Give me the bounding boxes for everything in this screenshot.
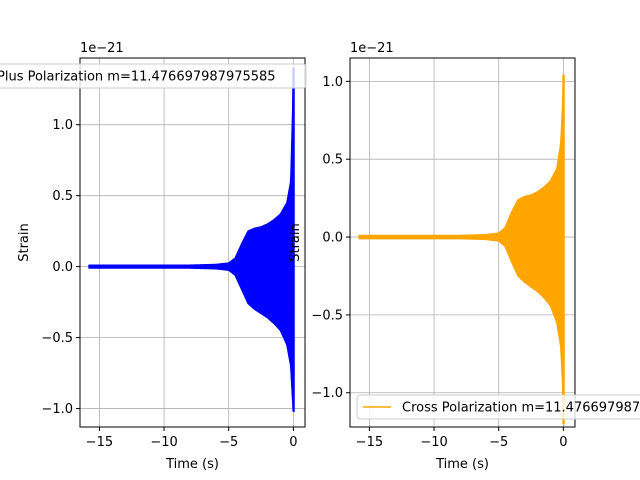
signal-band	[358, 74, 565, 425]
signal-band	[88, 67, 295, 413]
y-tick-label: 1.0	[52, 118, 73, 133]
x-tick-label: −15	[86, 435, 113, 450]
y-axis-label: Strain	[288, 223, 303, 262]
y-tick-label: 0.0	[322, 231, 343, 246]
x-tick-label: −5	[489, 435, 508, 450]
x-tick-label: −15	[356, 435, 383, 450]
axes-frame	[79, 57, 306, 428]
x-tick-label: 0	[559, 435, 567, 450]
y-tick-label: 0.0	[52, 260, 73, 275]
x-tick-label: 0	[289, 435, 297, 450]
x-tick-label: −10	[420, 435, 447, 450]
axes-frame	[349, 57, 576, 428]
plot-cross-polarization: −15 −10 −5 0 −1.0 −0.5 0.0 0.5 1.0 1e−21 Time (s…	[288, 41, 576, 472]
y-tick-label: −0.5	[311, 308, 343, 323]
y-tick-label: 0.5	[52, 189, 73, 204]
y-tick-label: 0.5	[322, 153, 343, 168]
legend-box	[0, 63, 307, 89]
tick-marks: −15 −10 −5 0 −1.0 −0.5 0.0 0.5 1.0	[311, 75, 567, 450]
y-tick-label: −1.0	[311, 386, 343, 401]
y-scale-label: 1e−21	[80, 41, 124, 56]
legend-cross-polarization: Cross Polarization m=11.476697987975585	[356, 394, 640, 420]
y-scale-label: 1e−21	[350, 41, 394, 56]
y-tick-label: −1.0	[41, 402, 73, 417]
y-tick-label: 1.0	[322, 75, 343, 90]
y-axis-label: Strain	[17, 223, 32, 262]
plot-plus-polarization: −15 −10 −5 0 −1.0 −0.5 0.0 0.5 1.0 1e−21 Time (s…	[17, 41, 306, 472]
signal-trace	[358, 74, 565, 425]
x-tick-label: −5	[219, 435, 238, 450]
x-axis-label: Time (s)	[165, 457, 219, 472]
y-tick-label: −0.5	[41, 331, 73, 346]
legend-plus-polarization: Plus Polarization m=11.476697987975585	[0, 63, 307, 89]
legend-entry: Plus Polarization m=11.476697987975585	[0, 70, 276, 85]
x-tick-label: −10	[150, 435, 177, 450]
legend-entry: Cross Polarization m=11.476697987975585	[402, 401, 640, 416]
x-axis-label: Time (s)	[435, 457, 489, 472]
legend-box	[356, 394, 640, 420]
signal-trace	[88, 67, 295, 413]
tick-marks: −15 −10 −5 0 −1.0 −0.5 0.0 0.5 1.0	[41, 118, 297, 450]
